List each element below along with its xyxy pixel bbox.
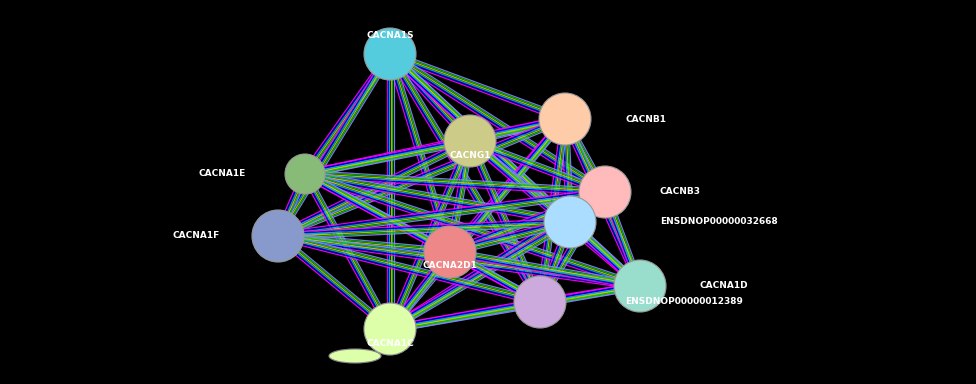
Circle shape <box>424 226 476 278</box>
Text: CACNB3: CACNB3 <box>660 187 701 197</box>
Circle shape <box>364 28 416 80</box>
Circle shape <box>614 260 666 312</box>
Text: CACNA1S: CACNA1S <box>366 31 414 40</box>
Text: CACNA1D: CACNA1D <box>700 281 749 291</box>
Circle shape <box>544 196 596 248</box>
Text: CACNA1E: CACNA1E <box>199 169 246 179</box>
Text: CACNG1: CACNG1 <box>449 152 491 161</box>
Text: CACNB1: CACNB1 <box>625 114 666 124</box>
Text: CACNA1C: CACNA1C <box>366 339 414 348</box>
Circle shape <box>514 276 566 328</box>
Circle shape <box>444 115 496 167</box>
Ellipse shape <box>329 349 381 363</box>
Text: ENSDNOP00000012389: ENSDNOP00000012389 <box>625 298 743 306</box>
Circle shape <box>579 166 631 218</box>
Text: CACNA2D1: CACNA2D1 <box>423 262 477 270</box>
Circle shape <box>364 303 416 355</box>
Text: ENSDNOP00000032668: ENSDNOP00000032668 <box>660 217 778 227</box>
Circle shape <box>252 210 304 262</box>
Circle shape <box>285 154 325 194</box>
Circle shape <box>539 93 591 145</box>
Text: CACNA1F: CACNA1F <box>173 232 220 240</box>
